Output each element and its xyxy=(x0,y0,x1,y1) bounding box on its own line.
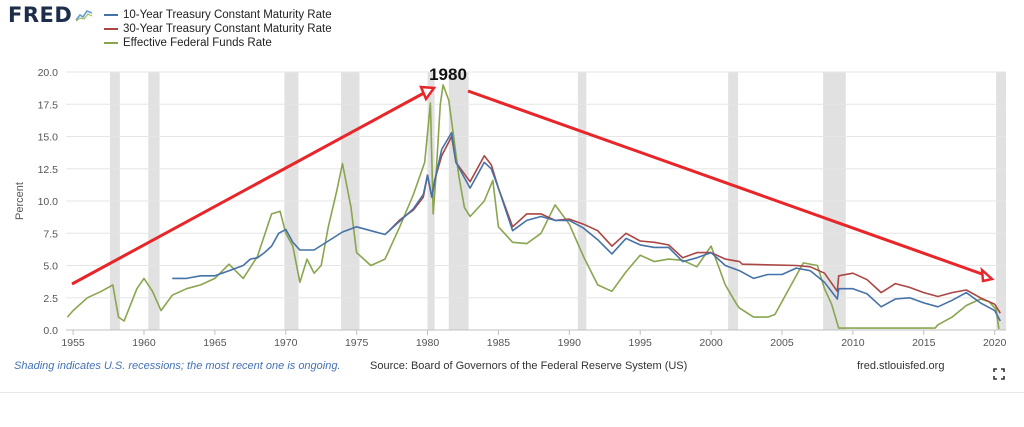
source-text: Source: Board of Governors of the Federa… xyxy=(370,360,688,372)
gridline-layer xyxy=(66,71,1006,331)
y-tick-label: 17.5 xyxy=(38,99,59,111)
x-tick-label: 1975 xyxy=(345,337,369,349)
y-tick-label: 20.0 xyxy=(38,67,59,79)
legend-item-fedfunds[interactable]: Effective Federal Funds Rate xyxy=(104,36,332,50)
series-line-2 xyxy=(66,84,1000,330)
x-tick-label: 1965 xyxy=(203,337,227,349)
legend-item-10yr[interactable]: 10-Year Treasury Constant Maturity Rate xyxy=(104,8,332,22)
x-tick-label: 1985 xyxy=(487,337,511,349)
annotation-layer: 1980 xyxy=(71,65,995,286)
legend-label-10yr: 10-Year Treasury Constant Maturity Rate xyxy=(123,9,332,21)
y-tick-label: 0.0 xyxy=(43,325,58,337)
chart-frame: FRED 10-Year Treasury Constant Maturity … xyxy=(0,0,1024,392)
site-link[interactable]: fred.stlouisfed.org xyxy=(857,360,945,372)
y-tick-label: 15.0 xyxy=(38,132,59,144)
annotation-arrow-rising xyxy=(71,91,425,286)
x-tick-label: 2010 xyxy=(841,337,865,349)
fred-sparkline-icon xyxy=(75,10,93,22)
fred-logo[interactable]: FRED xyxy=(8,2,93,28)
legend-swatch-fedfunds xyxy=(104,42,118,44)
y-tick-label: 5.0 xyxy=(43,261,58,273)
chart-legend: 10-Year Treasury Constant Maturity Rate … xyxy=(104,8,332,50)
x-tick-label: 1995 xyxy=(629,337,653,349)
legend-swatch-10yr xyxy=(104,14,118,16)
y-axis-title: Percent xyxy=(14,182,26,220)
x-tick-label: 2005 xyxy=(770,337,794,349)
annotation-arrowhead-rising xyxy=(419,85,437,102)
fullscreen-icon[interactable] xyxy=(993,368,1005,380)
annotation-label: 1980 xyxy=(429,65,467,84)
recession-shading-note: Shading indicates U.S. recessions; the m… xyxy=(14,360,341,372)
x-tick-label: 1980 xyxy=(416,337,440,349)
x-tick-label: 1955 xyxy=(61,337,85,349)
x-tick-label: 1960 xyxy=(132,337,156,349)
x-tick-label: 1990 xyxy=(558,337,582,349)
series-line-1 xyxy=(387,135,1001,314)
line-chart: 0.0 2.5 5.0 7.5 10.0 12.5 15.0 17.5 20.0 1955 196… xyxy=(14,65,1007,349)
x-tick-label: 2020 xyxy=(983,337,1007,349)
y-tick-label: 2.5 xyxy=(43,293,58,305)
legend-label-30yr: 30-Year Treasury Constant Maturity Rate xyxy=(123,23,332,35)
x-tick-label: 2015 xyxy=(912,337,936,349)
x-tick-label: 1970 xyxy=(274,337,298,349)
annotation-arrowhead-falling xyxy=(980,266,995,283)
y-tick-label: 12.5 xyxy=(38,164,59,176)
y-tick-label: 10.0 xyxy=(38,196,59,208)
x-axis: 1955 1960 1965 1970 1975 1980 1985 1990 1995 2000… xyxy=(61,329,1007,349)
y-tick-label: 7.5 xyxy=(43,228,58,240)
series-layer xyxy=(66,84,1002,330)
x-tick-label: 2000 xyxy=(699,337,723,349)
legend-swatch-30yr xyxy=(104,28,118,30)
legend-item-30yr[interactable]: 30-Year Treasury Constant Maturity Rate xyxy=(104,22,332,36)
annotation-arrow-falling xyxy=(467,89,983,276)
y-axis: 0.0 2.5 5.0 7.5 10.0 12.5 15.0 17.5 20.0 xyxy=(38,67,59,337)
bottom-panel xyxy=(0,392,1024,427)
legend-label-fedfunds: Effective Federal Funds Rate xyxy=(123,37,272,49)
logo-text: FRED xyxy=(8,3,73,27)
series-line-0 xyxy=(172,131,1002,322)
